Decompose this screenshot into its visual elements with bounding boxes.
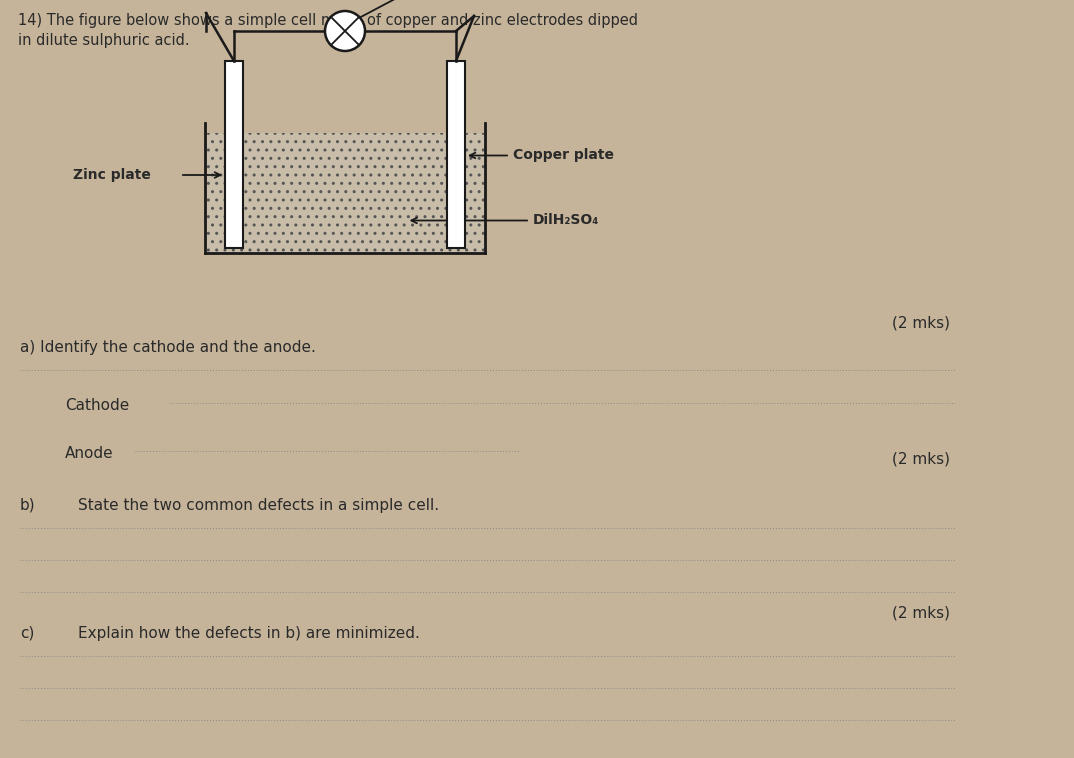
Circle shape [325,11,365,51]
Text: Copper plate: Copper plate [513,149,614,162]
Text: Explain how the defects in b) are minimized.: Explain how the defects in b) are minimi… [78,626,420,641]
Text: b): b) [20,498,35,513]
Text: State the two common defects in a simple cell.: State the two common defects in a simple… [78,498,439,513]
Text: (2 mks): (2 mks) [892,316,950,331]
Text: Anode: Anode [66,446,114,461]
Text: 14) The figure below shows a simple cell made of copper and zinc electrodes dipp: 14) The figure below shows a simple cell… [18,13,638,28]
Bar [205,133,485,253]
Text: (2 mks): (2 mks) [892,451,950,466]
Bar [224,61,243,248]
Text: DilH₂SO₄: DilH₂SO₄ [533,214,599,227]
Text: (2 mks): (2 mks) [892,606,950,621]
Bar [447,61,465,248]
Text: Cathode: Cathode [66,398,129,413]
Text: in dilute sulphuric acid.: in dilute sulphuric acid. [18,33,190,48]
Text: c): c) [20,626,34,641]
Text: Zinc plate: Zinc plate [73,168,150,182]
Text: a) Identify the cathode and the anode.: a) Identify the cathode and the anode. [20,340,316,355]
